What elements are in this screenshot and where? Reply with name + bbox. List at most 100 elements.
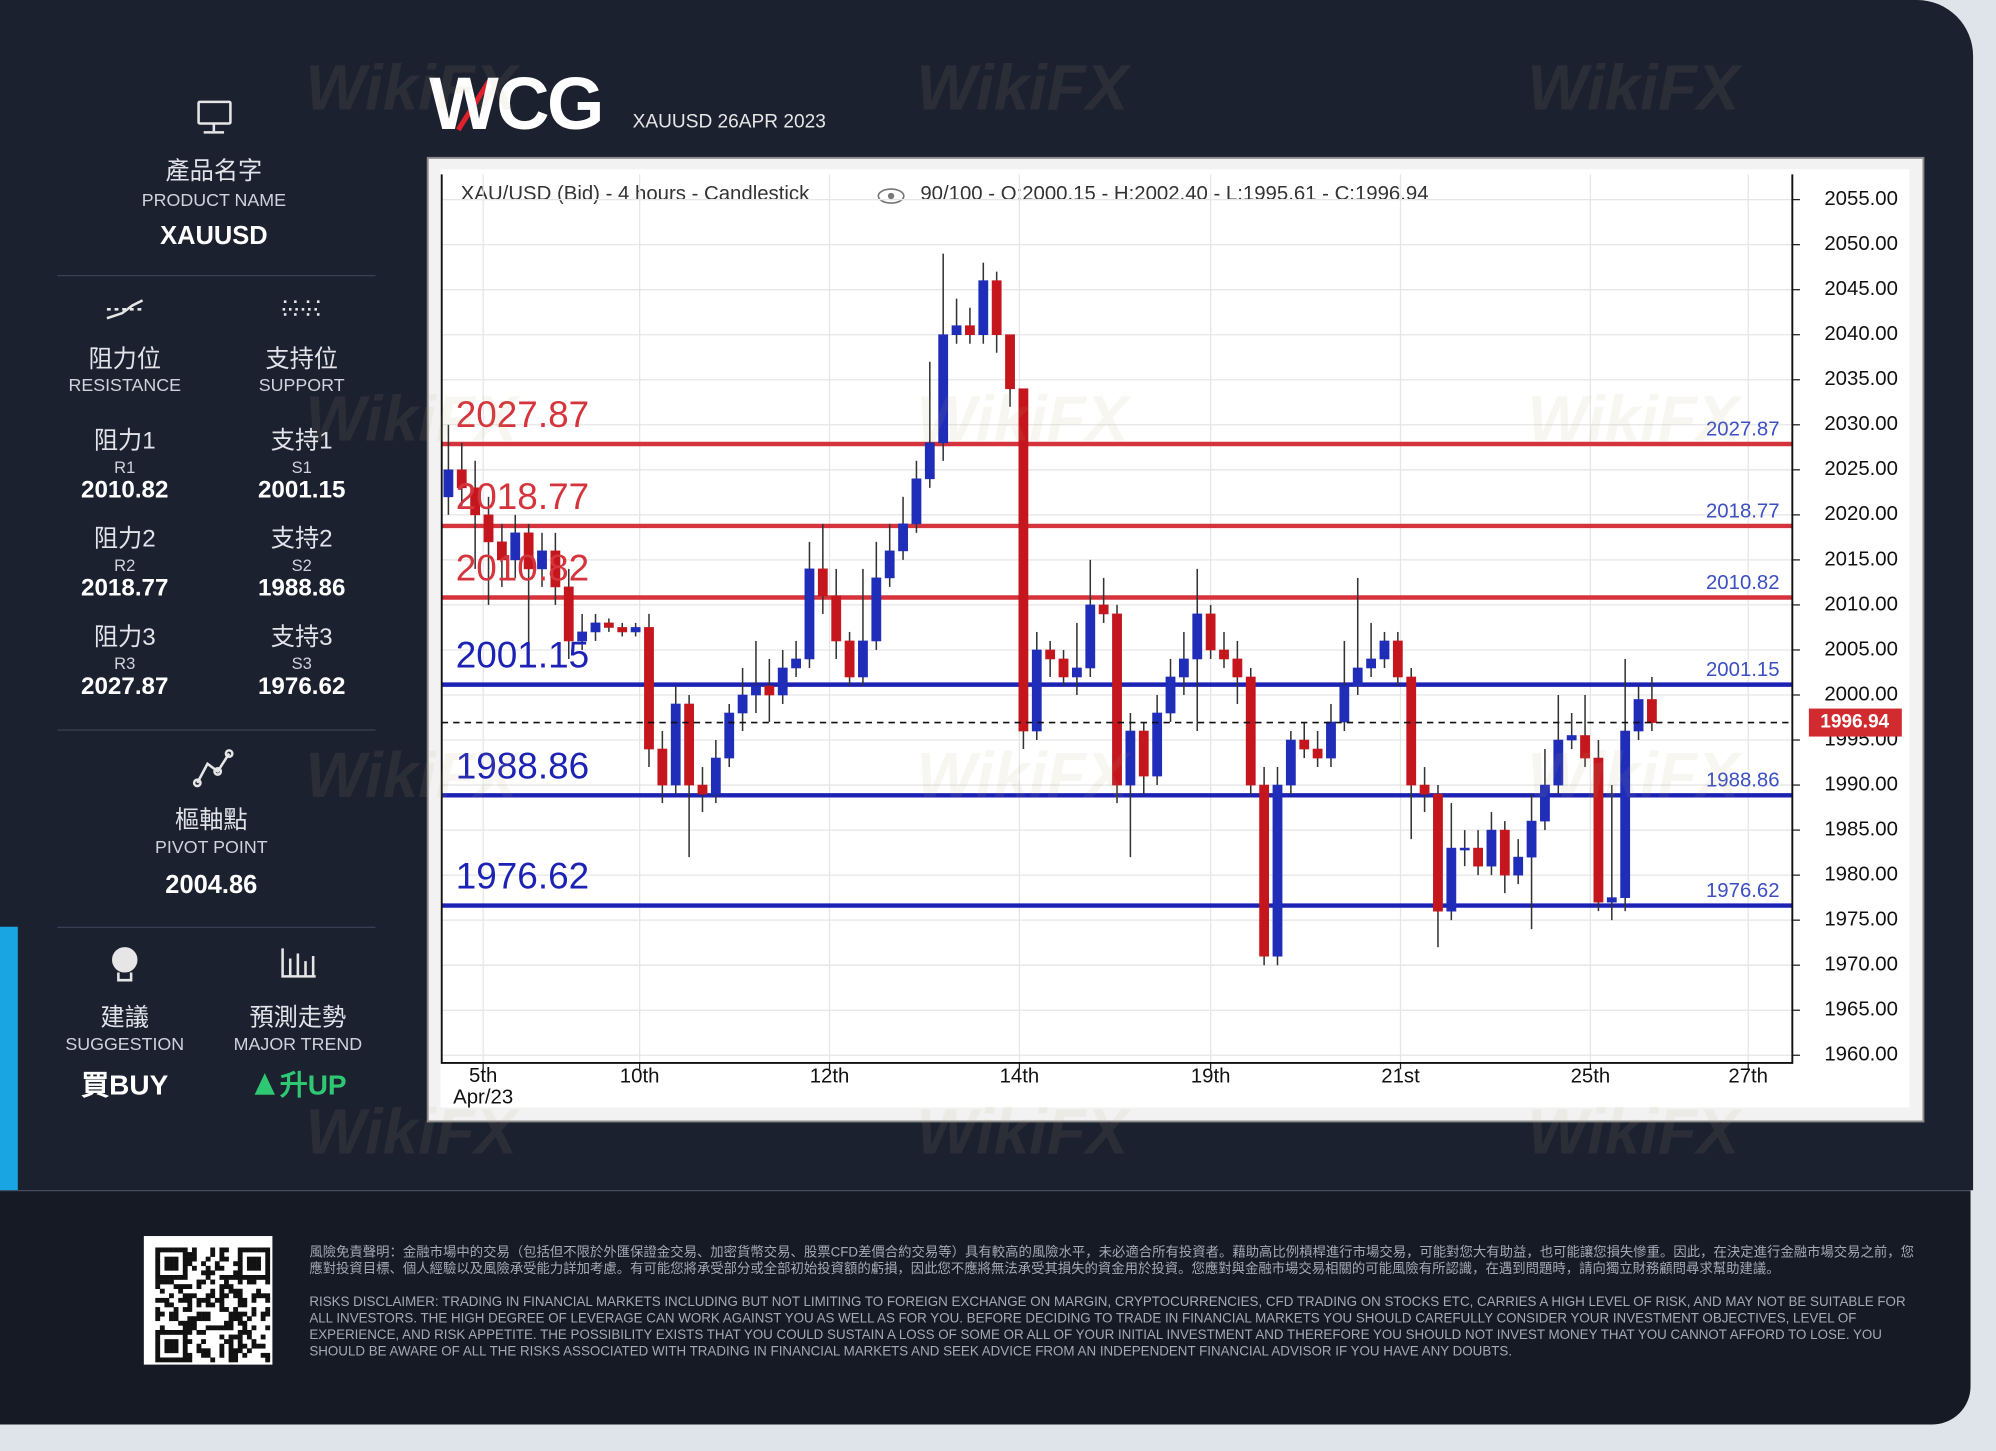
qr-cell <box>237 1302 243 1308</box>
qr-cell <box>265 1256 271 1262</box>
label-en: MAJOR TREND <box>233 1033 363 1055</box>
qr-cell <box>196 1316 202 1322</box>
candle-body <box>1285 739 1296 786</box>
candle-body <box>590 622 601 633</box>
x-tick-label: 12th <box>810 1065 850 1087</box>
disclaimer-zh: 風險免責聲明：金融市場中的交易（包括但不限於外匯保證金交易、加密貨幣交易、股票C… <box>309 1244 1914 1277</box>
qr-cell <box>155 1256 161 1262</box>
qr-cell <box>219 1293 225 1299</box>
qr-cell <box>182 1325 188 1331</box>
candle-body <box>951 325 962 336</box>
qr-cell <box>224 1293 229 1299</box>
qr-cell <box>196 1297 202 1303</box>
level-code: S3 <box>291 653 312 673</box>
qr-cell <box>237 1334 243 1340</box>
qr-cell <box>169 1256 174 1262</box>
qr-cell <box>169 1311 174 1317</box>
qr-cell <box>242 1325 248 1331</box>
qr-cell <box>173 1247 179 1253</box>
qr-cell <box>256 1274 261 1280</box>
qr-cell <box>265 1247 271 1253</box>
candle-body <box>563 586 574 642</box>
qr-cell <box>251 1297 257 1303</box>
level-label-zh: 阻力2 <box>93 526 156 554</box>
candle-body <box>470 487 481 516</box>
candle-body <box>1633 699 1644 732</box>
qr-cell <box>210 1252 216 1257</box>
qr-cell <box>205 1316 211 1322</box>
y-tick-label: 1990.00 <box>1824 773 1898 795</box>
qr-cell <box>164 1343 170 1349</box>
chart-stats: 90/100 - O:2000.15 - H:2002.40 - L:1995.… <box>920 183 1428 205</box>
qr-cell <box>205 1352 211 1358</box>
qr-cell <box>178 1357 184 1363</box>
qr-cell <box>191 1256 197 1262</box>
qr-cell <box>196 1348 202 1354</box>
qr-cell <box>164 1329 170 1335</box>
resistance-icon <box>106 299 144 320</box>
pivot-icon <box>196 752 231 784</box>
y-tick-label: 2040.00 <box>1824 323 1898 345</box>
qr-cell <box>251 1293 257 1299</box>
qr-cell <box>196 1284 202 1289</box>
qr-cell <box>155 1329 161 1335</box>
qr-cell <box>187 1293 193 1299</box>
candle-body <box>1406 676 1417 786</box>
qr-cell <box>164 1297 170 1303</box>
qr-cell <box>256 1261 261 1267</box>
candle-body <box>991 280 1002 336</box>
logo: WCG <box>429 63 604 146</box>
candle-body <box>978 280 989 336</box>
candle-body <box>1366 658 1376 669</box>
qr-cell <box>155 1339 161 1344</box>
qr-cell <box>155 1279 161 1285</box>
qr-cell <box>237 1293 243 1299</box>
level-value: 2018.77 <box>81 575 169 603</box>
qr-cell <box>219 1256 225 1262</box>
qr-cell <box>219 1274 225 1280</box>
candle-body <box>1125 730 1136 786</box>
qr-cell <box>187 1357 193 1363</box>
y-tick-label: 2050.00 <box>1824 233 1898 255</box>
qr-cell <box>219 1288 225 1294</box>
qr-cell <box>187 1256 193 1262</box>
qr-cell <box>169 1348 174 1354</box>
qr-cell <box>228 1352 234 1358</box>
y-tick-label: 2045.00 <box>1824 278 1898 300</box>
qr-cell <box>260 1247 266 1253</box>
qr-cell <box>182 1307 188 1312</box>
x-tick-label: 10th <box>620 1065 660 1087</box>
qr-cell <box>164 1302 170 1308</box>
level-value: 2001.15 <box>257 477 346 505</box>
level-value: 2027.87 <box>81 673 169 701</box>
last-price-label: 1996.94 <box>1820 712 1889 733</box>
candle-body <box>630 627 641 633</box>
candle-body <box>844 640 855 678</box>
qr-cell <box>182 1252 188 1257</box>
candle-body <box>1098 604 1109 615</box>
qr-cell <box>219 1297 225 1303</box>
qr-cell <box>182 1334 188 1340</box>
qr-cell <box>237 1279 243 1285</box>
qr-cell <box>237 1256 243 1262</box>
qr-cell <box>265 1270 271 1276</box>
candle-body <box>1058 658 1069 678</box>
qr-cell <box>233 1307 239 1312</box>
candle-body <box>924 442 935 480</box>
qr-cell <box>173 1274 179 1280</box>
qr-cell <box>164 1261 170 1267</box>
qr-cell <box>251 1279 257 1285</box>
candle-body <box>697 784 708 795</box>
qr-cell <box>173 1339 179 1344</box>
qr-cell <box>205 1293 211 1299</box>
qr-cell <box>155 1261 161 1267</box>
qr-cell <box>205 1265 211 1271</box>
qr-cell <box>210 1279 216 1285</box>
candle-body <box>1165 676 1176 714</box>
qr-cell <box>260 1343 266 1349</box>
divider <box>57 729 376 731</box>
qr-cell <box>187 1302 193 1308</box>
candle-body <box>1486 829 1497 867</box>
candle-body <box>1553 739 1564 786</box>
candle-body <box>1620 730 1631 898</box>
